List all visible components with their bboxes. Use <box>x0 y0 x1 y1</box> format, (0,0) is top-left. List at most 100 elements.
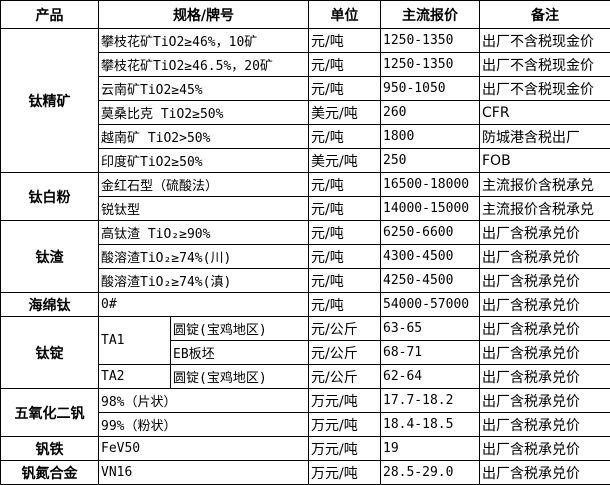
spec-cell: 98%（片状） <box>98 388 309 413</box>
price-cell: 62-64 <box>380 364 480 389</box>
price-cell: 54000-57000 <box>380 292 480 317</box>
spec-cell: 攀枝花矿TiO2≥46%，10矿 <box>98 28 309 53</box>
table-body: 钛精矿 攀枝花矿TiO2≥46%，10矿 元/吨 1250-1350 出厂不含税现金价攀… <box>0 28 610 485</box>
grade-cell: TA2 <box>98 364 171 389</box>
product-cell: 钛锭 <box>0 316 99 389</box>
spec-cell: 高钛渣 TiO₂≥90% <box>98 220 309 245</box>
unit-cell: 美元/吨 <box>308 148 381 173</box>
unit-cell: 美元/吨 <box>308 100 381 125</box>
unit-cell: 元/公斤 <box>308 364 381 389</box>
price-cell: 1800 <box>380 124 480 149</box>
product-cell: 钒氮合金 <box>0 460 99 485</box>
table-row: 五氧化二钒 98%（片状） 万元/吨 17.7-18.2 出厂含税承兑价 <box>0 388 610 437</box>
table-row: 云南矿TiO2≥45% 元/吨 950-1050 出厂不含税现金价 <box>1 76 610 101</box>
note-cell: 出厂不含税现金价 <box>479 76 610 101</box>
table-row: 海绵钛 0# 元/吨 54000-57000 出厂含税承兑价 <box>0 292 610 317</box>
unit-cell: 元/吨 <box>308 268 381 293</box>
price-cell: 6250-6600 <box>380 220 480 245</box>
header-row: 产品 规格/牌号 单位 主流报价 备注 <box>0 0 610 29</box>
table-row: 钛渣 高钛渣 TiO₂≥90% 元/吨 6250-6600 出厂含税承兑价 <box>0 220 610 293</box>
spec-cell: EB板坯 <box>170 340 309 365</box>
spec-cell: 圆锭(宝鸡地区) <box>170 316 309 341</box>
unit-cell: 元/吨 <box>308 244 381 269</box>
unit-cell: 元/吨 <box>308 292 381 317</box>
product-cell: 钛渣 <box>0 220 99 293</box>
note-cell: 出厂含税承兑价 <box>479 388 610 413</box>
spec-cell: 金红石型（硫酸法） <box>98 172 309 197</box>
spec-cell: 云南矿TiO2≥45% <box>98 76 309 101</box>
price-cell: 18.4-18.5 <box>380 412 480 437</box>
table-row: 酸溶渣TiO₂≥74%(川) 元/吨 4300-4500 出厂含税承兑价 <box>1 244 610 269</box>
table-row: 钛锭 TA1 圆锭(宝鸡地区) 元/公斤 63-65 出厂含税承兑价 <box>0 316 610 389</box>
unit-cell: 元/吨 <box>308 172 381 197</box>
spec-cell: 锐钛型 <box>98 196 309 221</box>
price-cell: 19 <box>380 436 480 461</box>
unit-cell: 万元/吨 <box>308 436 381 461</box>
note-cell: 出厂含税承兑价 <box>479 412 610 437</box>
header-spec: 规格/牌号 <box>98 0 309 29</box>
price-cell: 4300-4500 <box>380 244 480 269</box>
header-unit: 单位 <box>308 0 381 29</box>
unit-cell: 元/公斤 <box>308 340 381 365</box>
spec-cell: 酸溶渣TiO₂≥74%(川) <box>98 244 309 269</box>
table-row: 越南矿 TiO2>50% 元/吨 1800 防城港含税出厂 <box>1 124 610 149</box>
note-cell: 主流报价含税承兑 <box>479 196 610 221</box>
unit-cell: 万元/吨 <box>308 460 381 485</box>
note-cell: 出厂不含税现金价 <box>479 28 610 53</box>
table-row: 钛精矿 攀枝花矿TiO2≥46%，10矿 元/吨 1250-1350 出厂不含税现金价 <box>0 28 610 173</box>
unit-cell: 元/公斤 <box>308 316 381 341</box>
product-cell: 海绵钛 <box>0 292 99 317</box>
unit-cell: 元/吨 <box>308 28 381 53</box>
spec-cell: 99%（粉状） <box>98 412 309 437</box>
spec-cell: 越南矿 TiO2>50% <box>98 124 309 149</box>
note-cell: CFR <box>479 100 610 125</box>
product-cell: 钒铁 <box>0 436 99 461</box>
price-cell: 1250-1350 <box>380 28 480 53</box>
spec-cell: 圆锭(宝鸡地区) <box>170 364 309 389</box>
price-cell: 14000-15000 <box>380 196 480 221</box>
price-cell: 28.5-29.0 <box>380 460 480 485</box>
price-cell: 63-65 <box>380 316 480 341</box>
unit-cell: 元/吨 <box>308 52 381 77</box>
price-cell: 4250-4500 <box>380 268 480 293</box>
note-cell: FOB <box>479 148 610 173</box>
table-row: 莫桑比克 TiO2≥50% 美元/吨 260 CFR <box>1 100 610 125</box>
table-row: 钛白粉 金红石型（硫酸法） 元/吨 16500-18000 主流报价含税承兑 <box>0 172 610 221</box>
price-cell: 17.7-18.2 <box>380 388 480 413</box>
price-cell: 260 <box>380 100 480 125</box>
note-cell: 出厂不含税现金价 <box>479 52 610 77</box>
price-cell: 68-71 <box>380 340 480 365</box>
spec-cell: 攀枝花矿TiO2≥46.5%，20矿 <box>98 52 309 77</box>
table-row: 钒铁 FeV50 万元/吨 19 出厂含税承兑价 <box>0 436 610 461</box>
table-row: 酸溶渣TiO₂≥74%(滇) 元/吨 4250-4500 出厂含税承兑价 <box>1 268 610 293</box>
table-row: 钒氮合金 VN16 万元/吨 28.5-29.0 出厂含税承兑价 <box>0 460 610 485</box>
price-cell: 250 <box>380 148 480 173</box>
product-cell: 钛白粉 <box>0 172 99 221</box>
price-cell: 16500-18000 <box>380 172 480 197</box>
note-cell: 出厂含税承兑价 <box>479 268 610 293</box>
unit-cell: 万元/吨 <box>308 412 381 437</box>
note-cell: 出厂含税承兑价 <box>479 244 610 269</box>
spec-cell: 莫桑比克 TiO2≥50% <box>98 100 309 125</box>
price-cell: 950-1050 <box>380 76 480 101</box>
table-row: 锐钛型 元/吨 14000-15000 主流报价含税承兑 <box>1 196 610 221</box>
note-cell: 出厂含税承兑价 <box>479 436 610 461</box>
note-cell: 出厂含税承兑价 <box>479 316 610 341</box>
unit-cell: 元/吨 <box>308 124 381 149</box>
header-price: 主流报价 <box>380 0 480 29</box>
unit-cell: 万元/吨 <box>308 388 381 413</box>
unit-cell: 元/吨 <box>308 196 381 221</box>
spec-cell: VN16 <box>98 460 309 485</box>
header-product: 产品 <box>0 0 99 29</box>
table-row: 攀枝花矿TiO2≥46.5%，20矿 元/吨 1250-1350 出厂不含税现金价 <box>1 52 610 77</box>
note-cell: 主流报价含税承兑 <box>479 172 610 197</box>
header-note: 备注 <box>479 0 610 29</box>
product-cell: 钛精矿 <box>0 28 99 173</box>
note-cell: 出厂含税承兑价 <box>479 364 610 389</box>
note-cell: 出厂含税承兑价 <box>479 292 610 317</box>
spec-cell: 印度矿TiO2≥50% <box>98 148 309 173</box>
spec-cell: 酸溶渣TiO₂≥74%(滇) <box>98 268 309 293</box>
unit-cell: 元/吨 <box>308 220 381 245</box>
note-cell: 出厂含税承兑价 <box>479 460 610 485</box>
